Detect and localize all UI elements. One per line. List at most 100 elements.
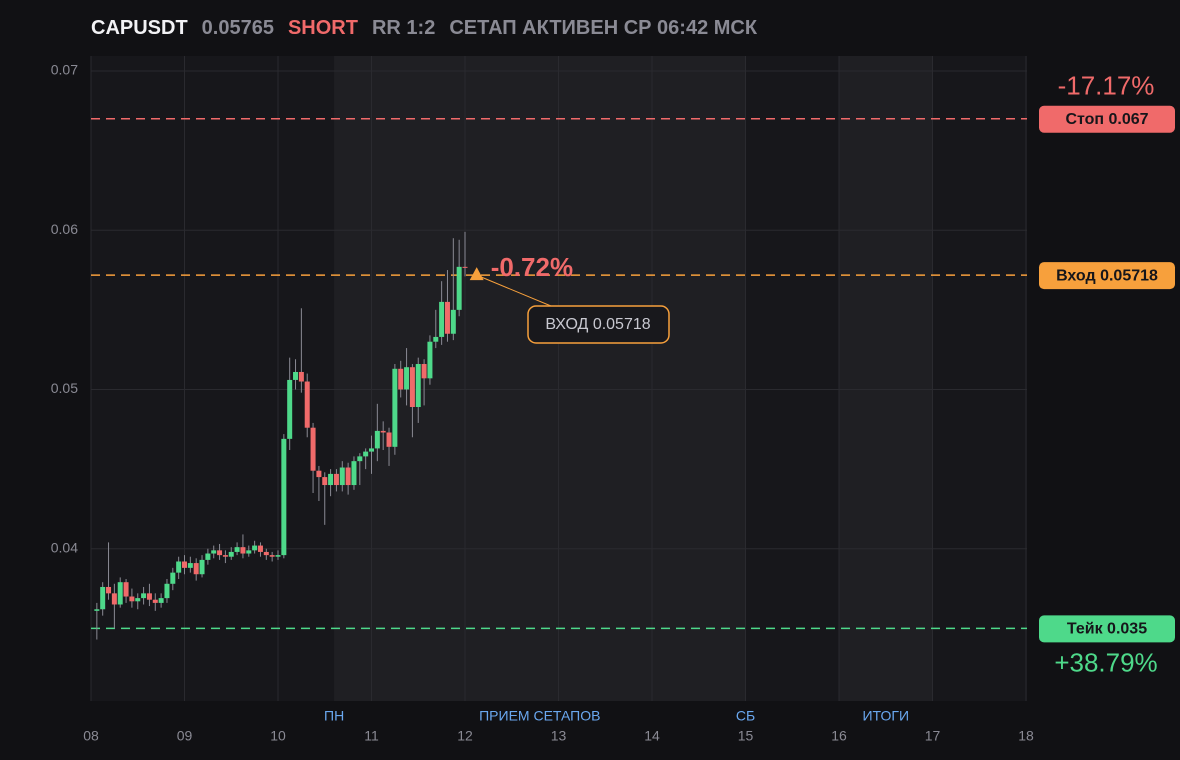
candle-body xyxy=(117,582,123,605)
candle-body xyxy=(234,547,240,552)
candle-body xyxy=(322,477,328,486)
candle-body xyxy=(187,563,193,568)
session-label: ПРИЕМ СЕТАПОВ xyxy=(479,708,600,724)
candle-body xyxy=(193,563,199,575)
x-tick-label: 16 xyxy=(831,728,847,744)
candle-body xyxy=(182,561,187,568)
x-tick-label: 15 xyxy=(738,728,754,744)
candle-body xyxy=(94,609,100,611)
y-tick-label: 0.05 xyxy=(51,380,78,396)
candle-body xyxy=(246,550,252,554)
x-tick-label: 09 xyxy=(177,728,193,744)
candle-body xyxy=(170,572,176,584)
candle-body xyxy=(176,561,182,573)
candle-body xyxy=(369,448,374,452)
x-tick-label: 13 xyxy=(551,728,567,744)
candle-body xyxy=(409,367,415,408)
level-badge xyxy=(1039,615,1175,643)
candle-body xyxy=(100,586,106,610)
session-label: СБ xyxy=(736,708,755,724)
x-tick-label: 18 xyxy=(1018,728,1034,744)
candle-body xyxy=(111,593,117,605)
status: СЕТАП АКТИВЕН СР 06:42 МСК xyxy=(449,17,758,39)
candle-body xyxy=(158,598,164,603)
candle-body xyxy=(287,379,293,439)
header: CAPUSDT 0.05765 SHORT RR 1:2 СЕТАП АКТИВ… xyxy=(91,14,757,42)
session-label: ИТОГИ xyxy=(862,708,909,724)
candle-body xyxy=(351,461,357,486)
candle-body xyxy=(281,438,287,556)
candle-body xyxy=(363,451,369,457)
level-label: Тейк 0.035 xyxy=(1067,621,1147,638)
level-change: +38.79% xyxy=(1054,647,1157,677)
candle-body xyxy=(392,368,398,447)
candle-body xyxy=(427,341,433,379)
candle-body xyxy=(222,555,228,557)
candle-body xyxy=(240,547,246,554)
candle-body xyxy=(433,336,439,342)
candle-body xyxy=(310,427,316,471)
candle-body xyxy=(339,467,345,486)
candle-body xyxy=(298,371,304,382)
side: SHORT xyxy=(287,17,358,39)
candle-body xyxy=(228,551,234,557)
candle-body xyxy=(129,596,135,602)
candle-body xyxy=(439,301,445,337)
candle-body xyxy=(386,432,392,447)
level-badge xyxy=(1039,262,1175,290)
candle-body xyxy=(135,598,141,602)
price: 0.05765 xyxy=(201,17,274,39)
candle-body xyxy=(304,381,310,428)
candle-body xyxy=(257,545,263,552)
candle-body xyxy=(462,266,468,268)
level-label: Вход 0.05718 xyxy=(1056,267,1158,284)
candle-body xyxy=(252,545,258,551)
y-tick-label: 0.06 xyxy=(51,221,78,237)
candle-body xyxy=(164,583,170,599)
candle-body xyxy=(345,467,351,486)
risk-reward: RR 1:2 xyxy=(371,17,436,39)
candle-body xyxy=(293,371,299,380)
candle-body xyxy=(141,593,147,599)
candle-body xyxy=(211,550,217,554)
candle-body xyxy=(269,555,275,557)
candle-body xyxy=(263,551,269,556)
x-tick-label: 08 xyxy=(83,728,99,744)
candle-body xyxy=(333,473,339,486)
x-tick-label: 17 xyxy=(925,728,941,744)
entry-callout-label: ВХОД 0.05718 xyxy=(545,316,650,333)
candle-body xyxy=(275,555,281,557)
candle-body xyxy=(404,367,410,390)
x-tick-label: 11 xyxy=(364,728,379,744)
x-tick-label: 14 xyxy=(644,728,660,744)
candle-body xyxy=(398,368,404,390)
candle-body xyxy=(444,301,450,334)
level-change: -17.17% xyxy=(1058,71,1155,101)
x-tick-label: 10 xyxy=(270,728,286,744)
candle-body xyxy=(205,553,211,560)
candle-body xyxy=(421,364,427,379)
entry-connector xyxy=(476,274,552,307)
candle-body xyxy=(357,456,363,462)
symbol: CAPUSDT xyxy=(91,17,188,39)
session-label: ПН xyxy=(324,708,344,724)
candle-body xyxy=(152,599,158,603)
session-shade xyxy=(839,56,933,701)
candle-body xyxy=(123,582,129,597)
candle-body xyxy=(328,473,334,486)
entry-callout xyxy=(527,305,670,344)
y-tick-label: 0.04 xyxy=(51,539,78,555)
candle-body xyxy=(316,470,322,478)
candle-body xyxy=(415,364,421,408)
candle-body xyxy=(450,309,456,334)
entry-change: -0.72% xyxy=(491,252,573,282)
candle-body xyxy=(380,430,386,433)
candle-body xyxy=(106,586,112,594)
candle-body xyxy=(374,430,380,449)
candle-body xyxy=(456,266,462,310)
level-label: Стоп 0.067 xyxy=(1065,111,1148,128)
x-tick-label: 12 xyxy=(457,728,473,744)
candle-body xyxy=(217,550,223,556)
